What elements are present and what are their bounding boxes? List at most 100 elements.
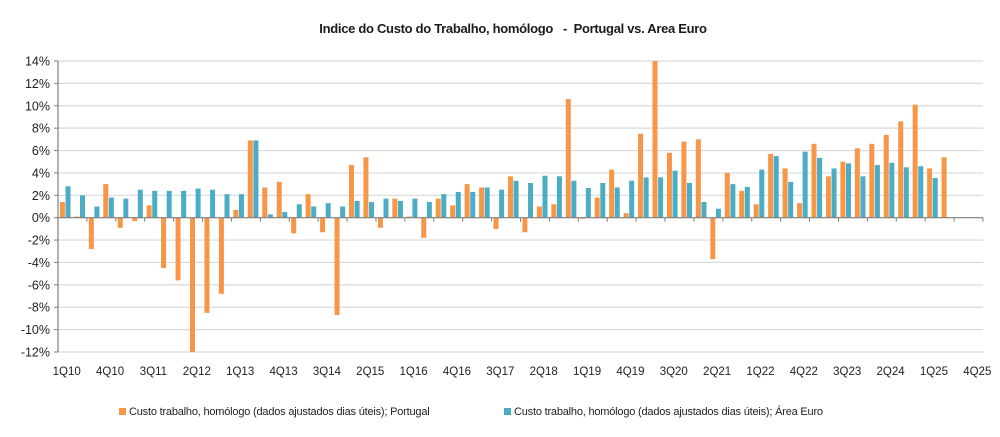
bar-portugal-4Q20	[681, 141, 687, 218]
bar-portugal-4Q16	[450, 205, 456, 218]
x-tick-label: 2Q18	[530, 366, 558, 378]
bar-area-euro-2Q22	[773, 156, 779, 218]
bar-area-euro-1Q13	[238, 194, 244, 218]
bar-portugal-4Q24	[912, 104, 918, 218]
bar-area-euro-1Q11	[123, 198, 129, 218]
x-tick-label: 3Q20	[660, 366, 688, 378]
y-tick-label: 0%	[32, 211, 50, 225]
chart-title: Indice do Custo do Trabalho, homólogo - …	[319, 21, 707, 36]
y-axis-labels: 14% 12% 10% 8% 6% 4% 2% 0% -2% -4% -6% -8% -10% -12%	[21, 55, 50, 360]
bar-area-euro-2Q19	[600, 182, 606, 218]
bar-portugal-1Q11	[117, 217, 123, 228]
bar-portugal-2Q23	[825, 176, 831, 218]
bar-area-euro-4Q13	[282, 212, 288, 218]
bar-portugal-1Q10	[59, 202, 65, 218]
bar-area-euro-4Q20	[687, 182, 693, 218]
legend-label-area-euro: Custo trabalho, homólogo (dados ajustado…	[514, 405, 823, 418]
bar-portugal-1Q14	[291, 217, 297, 234]
legend: Custo trabalho, homólogo (dados ajustado…	[119, 405, 823, 418]
bar-portugal-2Q16	[421, 217, 427, 238]
legend-item-portugal[interactable]: Custo trabalho, homólogo (dados ajustado…	[119, 406, 430, 418]
bar-area-euro-1Q20	[643, 177, 649, 218]
bar-area-euro-2Q18	[542, 175, 548, 218]
bar-area-euro-1Q18	[528, 182, 534, 218]
bar-area-euro-1Q19	[585, 188, 591, 218]
y-tick-label: 2%	[32, 189, 50, 203]
x-tick-label: 2Q21	[703, 366, 731, 378]
bar-portugal-1Q22	[753, 204, 759, 218]
bar-area-euro-2Q13	[253, 140, 259, 218]
legend-swatch-portugal	[119, 408, 126, 415]
bar-portugal-3Q19	[609, 169, 615, 218]
bar-area-euro-3Q23	[845, 163, 851, 218]
x-tick-label: 1Q16	[400, 366, 428, 378]
bar-area-euro-4Q21	[744, 186, 750, 218]
x-tick-label: 4Q13	[269, 366, 297, 378]
bar-portugal-2Q21	[710, 217, 716, 260]
legend-item-area-euro[interactable]: Custo trabalho, homólogo (dados ajustado…	[504, 405, 823, 418]
bar-area-euro-3Q16	[441, 194, 447, 218]
bar-area-euro-4Q16	[455, 191, 461, 218]
bar-area-euro-4Q15	[397, 200, 403, 218]
bar-area-euro-3Q10	[94, 206, 100, 218]
bar-portugal-3Q10	[88, 217, 94, 250]
x-tick-label: 3Q11	[140, 366, 167, 378]
bar-area-euro-1Q21	[701, 202, 707, 218]
bar-area-euro-4Q10	[108, 197, 114, 218]
y-tick-label: -4%	[28, 256, 50, 270]
bar-area-euro-3Q15	[383, 198, 389, 218]
x-tick-label: 1Q13	[226, 366, 254, 378]
bar-area-euro-4Q24	[918, 166, 924, 218]
bar-area-euro-4Q19	[629, 180, 635, 218]
bar-area-euro-4Q12	[224, 194, 230, 218]
bar-portugal-3Q21	[724, 172, 730, 218]
bar-area-euro-1Q25	[932, 177, 938, 218]
bar-portugal-2Q12	[190, 217, 196, 352]
bar-portugal-3Q22	[782, 168, 788, 218]
bar-portugal-3Q14	[320, 217, 326, 233]
bar-portugal-2Q11	[132, 217, 138, 222]
bar-portugal-2Q22	[768, 153, 774, 218]
bar-area-euro-2Q14	[311, 206, 317, 218]
x-tick-label: 1Q19	[573, 366, 601, 378]
bar-portugal-1Q18	[522, 217, 528, 233]
x-tick-label: 3Q17	[486, 366, 514, 378]
bar-area-euro-1Q23	[817, 157, 823, 218]
bar-portugal-2Q18	[536, 206, 542, 218]
y-tick-label: 12%	[25, 77, 50, 91]
bar-portugal-2Q20	[652, 61, 658, 218]
bar-portugal-3Q23	[840, 161, 846, 218]
bar-portugal-1Q21	[695, 139, 701, 218]
bar-area-euro-2Q15	[369, 202, 375, 218]
bar-area-euro-1Q10	[65, 186, 71, 218]
bar-portugal-3Q16	[435, 198, 441, 218]
axes	[54, 60, 984, 353]
legend-label-portugal: Custo trabalho, homólogo (dados ajustado…	[129, 406, 429, 418]
bar-area-euro-1Q17	[470, 191, 476, 218]
bar-portugal-4Q18	[565, 99, 571, 218]
bar-portugal-4Q23	[854, 148, 860, 218]
bar-portugal-3Q12	[204, 217, 210, 313]
bar-area-euro-1Q16	[412, 198, 418, 218]
bar-portugal-2Q24	[883, 134, 889, 218]
bar-area-euro-1Q12	[181, 190, 187, 218]
bar-portugal-3Q17	[493, 217, 499, 229]
y-tick-label: -10%	[21, 323, 50, 337]
bar-area-euro-3Q14	[325, 203, 331, 218]
bar-portugal-4Q14	[334, 217, 340, 316]
x-tick-label: 2Q12	[183, 366, 211, 378]
bar-area-euro-4Q11	[166, 190, 172, 218]
bar-portugal-4Q15	[392, 198, 398, 218]
x-tick-label: 1Q22	[746, 366, 774, 378]
bar-area-euro-3Q13	[267, 214, 273, 218]
y-tick-label: -2%	[28, 234, 50, 248]
bar-area-euro-4Q14	[340, 206, 346, 218]
bar-portugal-1Q25	[927, 168, 933, 218]
bar-portugal-3Q18	[551, 204, 557, 218]
x-tick-label: 4Q10	[96, 366, 124, 378]
y-tick-label: -6%	[28, 278, 50, 292]
bar-area-euro-3Q19	[614, 187, 620, 218]
x-tick-label: 4Q25	[963, 366, 991, 378]
bars	[59, 61, 947, 352]
bar-portugal-1Q13	[233, 209, 239, 218]
